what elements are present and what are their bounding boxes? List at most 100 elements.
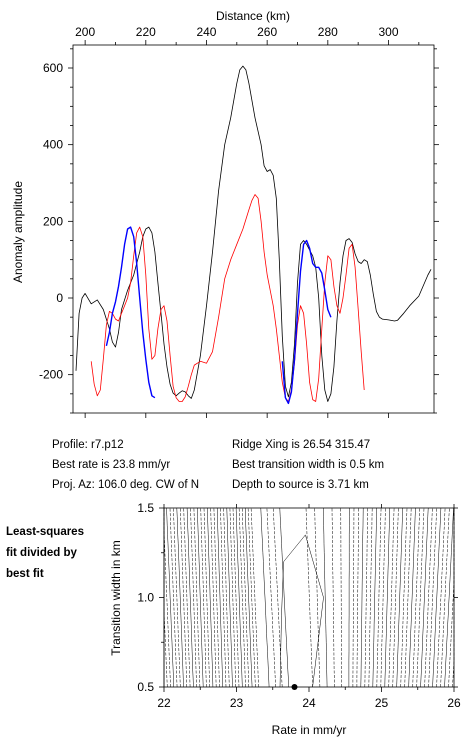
contour-line: [232, 507, 240, 688]
contour-line: [352, 507, 355, 687]
contour-line: [226, 507, 233, 688]
contour-line: [260, 507, 270, 688]
contour-line: [331, 507, 335, 688]
contour-line: [323, 507, 328, 688]
top-x-tick-label: 300: [378, 25, 398, 39]
contour-line: [244, 507, 253, 688]
contour-line: [247, 507, 256, 688]
contour-line: [356, 507, 359, 687]
bottom-x-tick-label: 24: [302, 696, 316, 710]
bottom-y-tick-label: 1.0: [137, 591, 154, 605]
contour-line: [416, 507, 425, 688]
side-note-line-2: fit divided by: [6, 547, 78, 559]
side-note-line-1: Least-squares: [6, 526, 84, 538]
series-line-0: [75, 65, 432, 402]
contour-line: [229, 507, 237, 688]
top-x-tick-label: 240: [196, 25, 216, 39]
contour-line: [444, 507, 454, 688]
contour-line: [380, 507, 386, 688]
contour-line: [376, 507, 382, 688]
contour-line: [266, 507, 276, 688]
contour-line: [436, 507, 446, 688]
contour-line-center: [279, 534, 324, 688]
contour-line: [213, 507, 220, 688]
contour-line: [392, 507, 399, 688]
top-y-tick-label: -200: [39, 368, 63, 382]
bottom-x-tick-label: 25: [375, 696, 389, 710]
contour-line: [440, 507, 450, 688]
contour-line: [235, 507, 243, 688]
contour-line: [176, 507, 184, 688]
top-y-tick-label: 200: [43, 214, 63, 228]
contour-line: [368, 507, 373, 688]
best-fit-point: [291, 684, 298, 690]
contour-line: [279, 507, 289, 688]
top-y-tick-label: 0: [56, 291, 63, 305]
contour-line: [388, 507, 395, 688]
contour-line: [420, 507, 429, 688]
bottom-x-tick-label: 22: [157, 696, 171, 710]
bottom-axis-ticks: 22 23 24 25 26 0.5 1.0 1.5: [137, 501, 461, 710]
contour-line: [314, 507, 321, 688]
top-x-tick-label: 220: [136, 25, 156, 39]
contour-line: [190, 507, 197, 688]
side-note-line-3: best fit: [6, 568, 44, 580]
top-x-tick-label: 260: [257, 25, 277, 39]
contour-line: [210, 507, 217, 688]
bottom-plot-frame: [163, 507, 455, 688]
contour-line: [408, 507, 416, 688]
bottom-x-tick-label: 23: [230, 696, 244, 710]
contour-line: [400, 507, 408, 688]
contour-lines: [163, 507, 455, 688]
contour-line: [203, 507, 210, 688]
contour-line: [412, 507, 420, 688]
info-ridge-xing: Ridge Xing is 26.54 315.47: [232, 439, 370, 451]
top-y-tick-label: 600: [43, 61, 63, 75]
contour-line: [305, 507, 313, 688]
info-depth: Depth to source is 3.71 km: [232, 479, 369, 491]
contour-line: [428, 507, 437, 688]
series-line-1: [90, 194, 365, 402]
contour-line: [396, 507, 403, 688]
bottom-y-tick-label: 0.5: [137, 680, 154, 694]
contour-line: [372, 507, 377, 688]
info-best-width: Best transition width is 0.5 km: [232, 459, 384, 471]
contour-line: [220, 507, 227, 688]
contour-line: [197, 507, 204, 688]
contour-line: [223, 507, 230, 688]
bottom-x-axis-title: Rate in mm/yr: [272, 723, 347, 737]
contour-line: [384, 507, 391, 688]
contour-line: [250, 507, 259, 688]
contour-line: [448, 508, 455, 688]
contour-line: [186, 507, 194, 688]
contour-line: [163, 508, 171, 688]
contour-line: [424, 507, 433, 688]
top-axis-ticks: 200 220 240 260 280 300 -200 0 200 400 600: [39, 25, 439, 418]
contour-line: [166, 507, 175, 688]
series-line-2: [281, 239, 332, 405]
contour-line: [432, 507, 442, 688]
bottom-x-tick-label: 26: [447, 696, 461, 710]
top-series-group: [75, 65, 432, 405]
series-line-2: [105, 226, 156, 399]
contour-line: [200, 507, 207, 688]
contour-line: [364, 507, 368, 688]
contour-line: [216, 507, 223, 688]
contour-line: [163, 508, 168, 688]
top-x-axis-title: Distance (km): [216, 9, 290, 23]
contour-line: [180, 507, 188, 688]
contour-line: [207, 507, 214, 688]
top-x-tick-label: 280: [318, 25, 338, 39]
contour-line: [360, 507, 364, 688]
bottom-y-axis-title: Transition width in km: [109, 540, 123, 656]
top-y-axis-title: Anomaly amplitude: [11, 181, 25, 283]
info-best-rate: Best rate is 23.8 mm/yr: [52, 459, 170, 471]
contour-line: [193, 507, 201, 688]
contour-line: [238, 507, 246, 688]
contour-line: [173, 507, 181, 688]
contour-line: [183, 507, 191, 688]
top-x-tick-label: 200: [75, 25, 95, 39]
contour-line: [340, 507, 342, 687]
bottom-y-tick-label: 1.5: [137, 501, 154, 515]
